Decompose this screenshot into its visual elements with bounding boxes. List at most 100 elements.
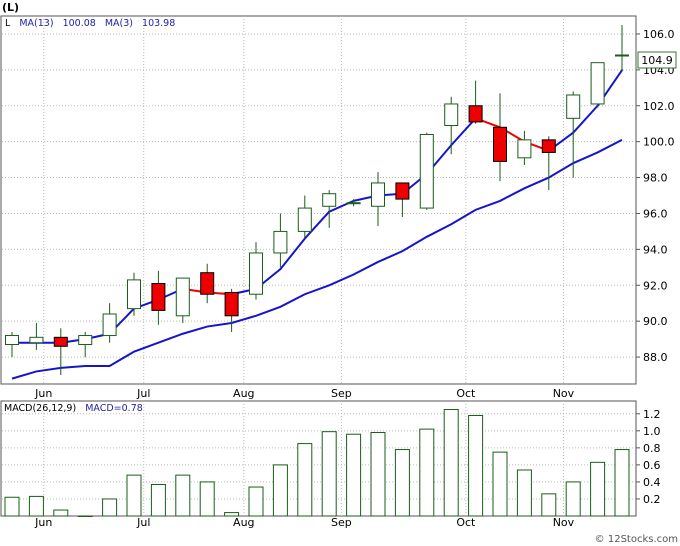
month-label: Oct [456,387,476,400]
candle-body [29,336,44,344]
macd-bar [394,449,410,517]
price-tick-label: 94.0 [643,243,668,256]
candle [468,80,483,124]
candle [53,328,68,376]
macd-bar [126,474,142,517]
candle-body [5,335,19,346]
macd-month-label: Aug [233,516,254,529]
macd-bar [541,493,557,517]
candle [200,263,215,304]
ma3-segment [303,210,331,240]
candle-body [566,94,581,119]
watermark: © 12Stocks.com [595,534,678,545]
candle [102,303,117,343]
price-legend: L MA(13) 100.08 MA(3) 103.98 [5,18,175,29]
macd-bar [297,443,313,517]
symbol-label: (L) [2,1,19,14]
macd-legend-label: MACD(26,12,9) [4,403,76,414]
macd-bar [590,461,606,517]
macd-legend-value: MACD=0.78 [85,403,143,414]
price-tick-label: 96.0 [643,207,668,220]
candle [346,199,361,207]
candle [371,172,385,227]
price-tick-label: 88.0 [643,351,668,364]
macd-bar [224,512,240,517]
candle-body [297,207,312,232]
macd-month-label: Sep [331,516,352,529]
macd-tick-label: 0.2 [643,493,661,506]
candle-body [517,139,532,159]
candle-body [444,103,459,127]
candle-body [590,62,605,105]
candle [395,182,410,218]
macd-month-label: Oct [456,516,476,529]
macd-tick-label: 0.6 [643,459,661,472]
price-tick-label: 100.0 [643,136,675,149]
macd-month-label: Nov [553,516,575,529]
candle [566,91,581,178]
candle [127,272,141,316]
candle-body [419,133,434,209]
macd-bars-layer [4,409,630,517]
macd-bar [346,433,362,517]
candle [249,242,263,300]
legend-ma13-value: 100.08 [63,18,96,29]
candle [5,331,19,358]
candle-body [395,182,410,200]
macd-bar [492,451,508,517]
macd-tick-label: 1.0 [643,425,661,438]
price-tick-label: 98.0 [643,172,668,185]
candle-body [249,252,263,295]
ma3-segment [279,237,306,271]
candle [517,130,532,165]
macd-bar [321,431,337,517]
candle [297,195,312,239]
candle-body [468,105,483,123]
macd-month-label: Jun [34,516,52,529]
price-tick-label: 92.0 [643,279,668,292]
ma13-line-layer [11,138,623,380]
candle [444,96,459,155]
legend-ma3-label: MA(3) [105,18,133,29]
macd-y-axis: 0.2 0.4 0.6 0.8 1.0 1.2 [636,408,661,506]
candle [493,93,507,182]
month-label: Aug [233,387,254,400]
macd-bar [150,483,166,517]
candle [615,24,629,72]
candle-body [224,291,239,317]
macd-legend: MACD(26,12,9) MACD=0.78 [4,403,143,414]
macd-bar [419,428,435,517]
candle [322,190,337,228]
price-panel [0,15,637,385]
candle [541,136,556,191]
price-y-axis: 88.090.092.094.096.098.0100.0102.0104.01… [636,28,675,364]
candle [29,322,44,350]
last-price-label: 104.9 [641,54,673,67]
candle [151,270,166,325]
macd-bar [77,515,93,517]
legend-ma13-label: MA(13) [19,18,53,29]
macd-bar [199,481,215,517]
candle-body [175,277,190,317]
macd-bar [175,474,191,517]
candle [419,132,434,210]
month-label: Sep [331,387,352,400]
candle [175,277,190,323]
macd-month-label: Jul [136,516,150,529]
candle-body [371,182,385,207]
candle-body [200,272,215,295]
price-tick-label: 90.0 [643,315,668,328]
candle [590,62,605,108]
macd-tick-label: 0.8 [643,442,661,455]
macd-bar [53,509,69,517]
macd-bar [468,414,484,517]
macd-bar [565,481,581,517]
price-tick-label: 102.0 [643,100,675,113]
candle-body [127,279,141,310]
legend-prefix: L [5,18,11,29]
candle-body [78,335,93,346]
macd-bar [370,432,386,517]
candle-body [493,126,507,162]
candle [224,288,239,332]
